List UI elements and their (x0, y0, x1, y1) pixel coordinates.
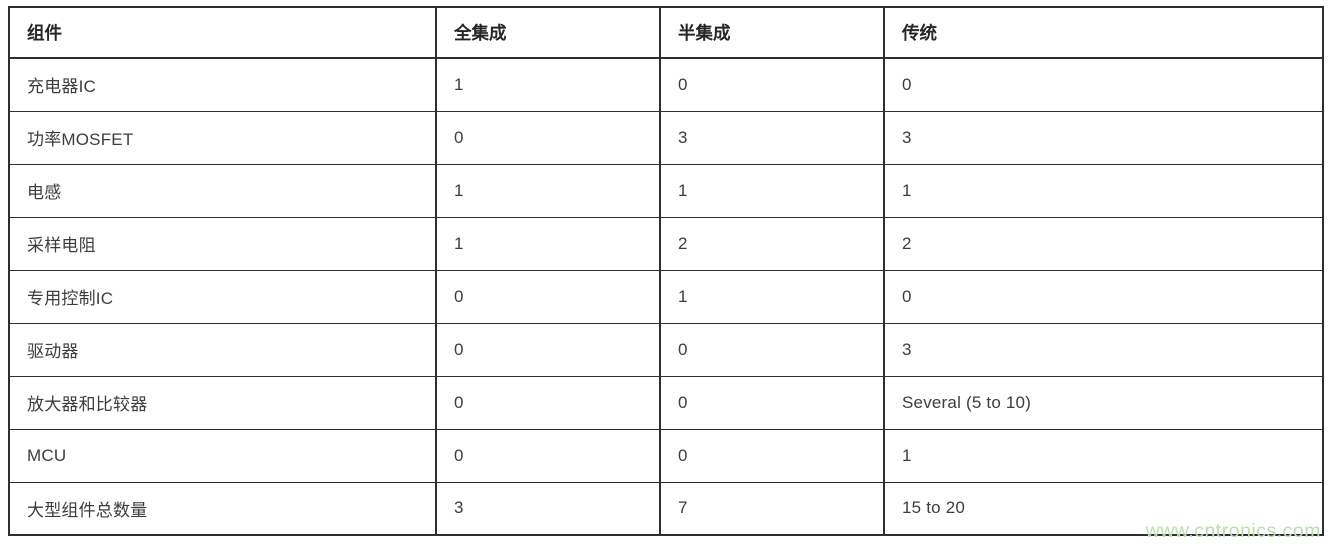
cell-component-name: 专用控制IC (8, 269, 437, 324)
cell-component-name: 驱动器 (8, 322, 437, 377)
component-count-table: 组件 全集成 半集成 传统 充电器IC 1 0 0 功率MOSFET 0 3 3… (8, 6, 1324, 536)
cell-value: 2 (659, 216, 885, 271)
cell-value: 15 to 20 (883, 481, 1324, 536)
cell-value: 3 (435, 481, 661, 536)
cell-component-name: 功率MOSFET (8, 110, 437, 165)
cell-value: 0 (883, 57, 1324, 112)
cell-component-name: 充电器IC (8, 57, 437, 112)
table-row: 放大器和比较器 0 0 Several (5 to 10) (8, 375, 1324, 430)
cell-value: 0 (435, 375, 661, 430)
table-row: 采样电阻 1 2 2 (8, 216, 1324, 271)
cell-value: 0 (435, 110, 661, 165)
cell-value: 3 (883, 110, 1324, 165)
cell-value: Several (5 to 10) (883, 375, 1324, 430)
header-cell-component: 组件 (8, 6, 437, 59)
cell-value: 1 (883, 428, 1324, 483)
cell-component-name: 大型组件总数量 (8, 481, 437, 536)
cell-value: 1 (883, 163, 1324, 218)
cell-component-name: 放大器和比较器 (8, 375, 437, 430)
table-header: 组件 全集成 半集成 传统 (8, 6, 1324, 59)
table-row: 专用控制IC 0 1 0 (8, 269, 1324, 324)
table-row: MCU 0 0 1 (8, 428, 1324, 483)
cell-component-name: 电感 (8, 163, 437, 218)
table-row: 电感 1 1 1 (8, 163, 1324, 218)
cell-value: 0 (435, 322, 661, 377)
header-cell-fully-integrated: 全集成 (435, 6, 661, 59)
cell-value: 3 (883, 322, 1324, 377)
header-row: 组件 全集成 半集成 传统 (8, 6, 1324, 59)
header-cell-traditional: 传统 (883, 6, 1324, 59)
cell-value: 1 (435, 216, 661, 271)
cell-value: 0 (659, 428, 885, 483)
cell-value: 7 (659, 481, 885, 536)
table-row: 充电器IC 1 0 0 (8, 57, 1324, 112)
cell-value: 1 (659, 163, 885, 218)
table-row: 驱动器 0 0 3 (8, 322, 1324, 377)
cell-value: 0 (435, 269, 661, 324)
cell-value: 0 (659, 375, 885, 430)
table-body: 充电器IC 1 0 0 功率MOSFET 0 3 3 电感 1 1 1 采样电阻… (8, 57, 1324, 536)
table-row: 大型组件总数量 3 7 15 to 20 (8, 481, 1324, 536)
cell-value: 0 (659, 322, 885, 377)
cell-component-name: MCU (8, 428, 437, 483)
header-cell-semi-integrated: 半集成 (659, 6, 885, 59)
cell-value: 1 (659, 269, 885, 324)
cell-value: 1 (435, 57, 661, 112)
cell-value: 2 (883, 216, 1324, 271)
cell-value: 1 (435, 163, 661, 218)
cell-value: 0 (883, 269, 1324, 324)
cell-value: 0 (659, 57, 885, 112)
cell-value: 0 (435, 428, 661, 483)
cell-value: 3 (659, 110, 885, 165)
cell-component-name: 采样电阻 (8, 216, 437, 271)
table-row: 功率MOSFET 0 3 3 (8, 110, 1324, 165)
